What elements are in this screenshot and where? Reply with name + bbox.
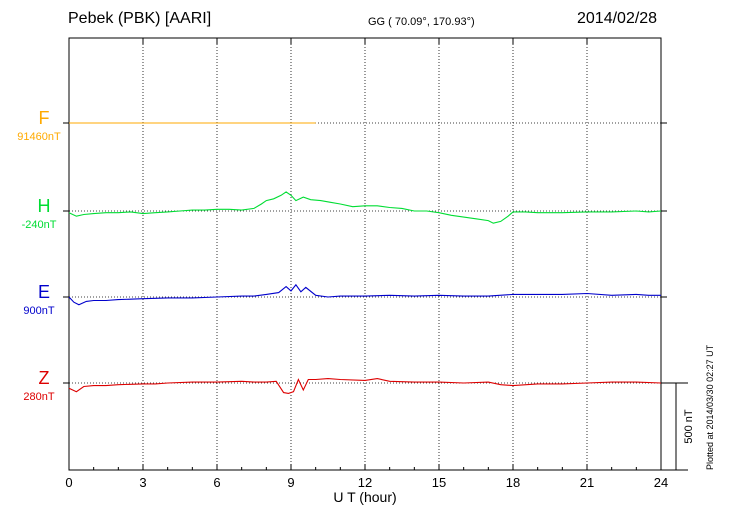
x-axis-label: U T (hour) — [333, 489, 396, 505]
x-tick-label: 6 — [213, 475, 220, 490]
x-tick-label: 12 — [358, 475, 372, 490]
x-tick-label: 24 — [654, 475, 668, 490]
plotted-timestamp: Plotted at 2014/03/30 02:27 UT — [705, 344, 715, 470]
channel-baseline-value-h: -240nT — [21, 219, 57, 231]
x-tick-label: 0 — [65, 475, 72, 490]
traces — [68, 123, 662, 394]
channel-label-e: E — [37, 282, 50, 302]
x-axis-ticks: 0 3 6 9 12 15 18 21 24 — [65, 38, 668, 490]
channel-baseline-value-z: 280nT — [23, 391, 55, 403]
trace-z — [68, 378, 662, 394]
x-tick-label: 21 — [580, 475, 594, 490]
scale-bar-label: 500 nT — [683, 409, 695, 444]
channel-baseline-value-f: 91460nT — [17, 131, 61, 143]
x-tick-label: 18 — [506, 475, 520, 490]
station-title: Pebek (PBK) [AARI] — [68, 10, 212, 27]
trace-h — [68, 191, 662, 224]
x-tick-label: 3 — [139, 475, 146, 490]
channel-label-z: Z — [38, 368, 50, 388]
x-tick-label: 9 — [287, 475, 294, 490]
channel-label-f: F — [38, 108, 50, 128]
station-coordinates: GG ( 70.09°, 170.93°) — [368, 16, 475, 28]
grid-lines — [142, 38, 588, 470]
date-label: 2014/02/28 — [577, 10, 658, 27]
scale-bar: 500 nT — [661, 382, 695, 471]
channel-label-h: H — [37, 196, 51, 216]
channel-baseline-value-e: 900nT — [23, 305, 55, 317]
x-tick-label: 15 — [432, 475, 446, 490]
trace-e — [68, 283, 661, 306]
